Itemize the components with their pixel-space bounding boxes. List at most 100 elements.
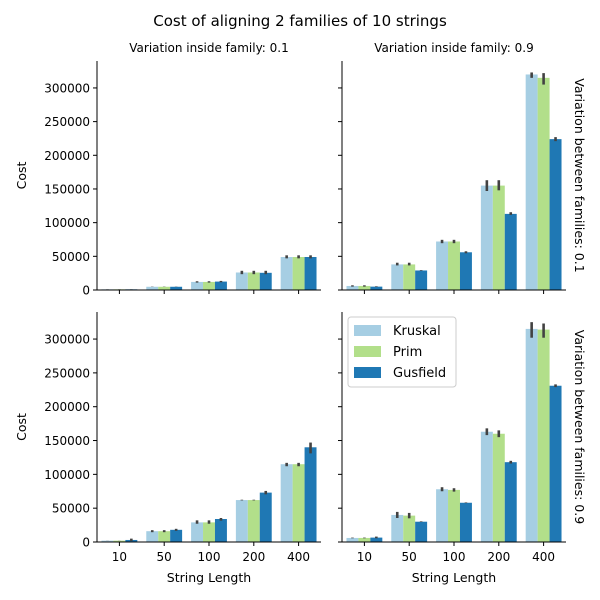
bar-kruskal-10 [346, 537, 359, 542]
y-tick-label: 0 [82, 284, 90, 298]
bar-gusfield-50 [170, 286, 183, 290]
bar-kruskal-100 [191, 522, 204, 542]
figure-title: Cost of aligning 2 families of 10 string… [153, 12, 447, 30]
bar-gusfield-10 [370, 286, 383, 290]
bar-prim-100 [448, 241, 460, 290]
bar-kruskal-200 [480, 185, 493, 290]
bar-kruskal-50 [391, 264, 404, 290]
bar-kruskal-50 [146, 286, 159, 290]
bar-gusfield-10 [370, 537, 383, 542]
legend-swatch-prim [354, 346, 381, 357]
y-axis-label: Cost [14, 162, 29, 190]
bar-prim-400 [537, 77, 550, 290]
y-tick-label: 200000 [44, 149, 90, 163]
bar-prim-400 [292, 464, 305, 542]
bar-prim-400 [537, 329, 550, 542]
legend-swatch-gusfield [354, 367, 381, 378]
bar-gusfield-200 [259, 492, 272, 542]
y-tick-label: 300000 [44, 81, 90, 95]
bar-kruskal-400 [525, 74, 538, 290]
x-tick-label: 200 [487, 550, 510, 564]
x-tick-label: 100 [198, 550, 221, 564]
bar-prim-50 [403, 264, 416, 290]
bar-gusfield-200 [504, 462, 517, 542]
y-tick-label: 100000 [44, 216, 90, 230]
x-tick-label: 100 [443, 550, 466, 564]
bar-gusfield-200 [504, 213, 517, 290]
bar-prim-400 [292, 257, 305, 290]
bar-kruskal-200 [480, 431, 493, 542]
bar-prim-200 [492, 433, 505, 542]
y-tick-label: 50000 [52, 502, 90, 516]
y-tick-label: 0 [82, 536, 90, 550]
y-axis-label: Cost [14, 413, 29, 441]
bar-gusfield-50 [170, 529, 183, 542]
bar-prim-100 [203, 281, 215, 290]
bar-prim-10 [358, 537, 371, 542]
y-tick-label: 200000 [44, 400, 90, 414]
bar-prim-50 [158, 531, 171, 542]
bar-prim-100 [448, 489, 460, 542]
bar-kruskal-100 [436, 489, 449, 542]
panel-2: Variation inside family: 0.9 Variation be… [338, 41, 587, 294]
bar-prim-200 [247, 500, 260, 542]
bar-gusfield-100 [214, 281, 227, 290]
bar-kruskal-50 [391, 514, 404, 542]
row-title: Variation between families: 0.1 [572, 78, 587, 272]
x-axis-label: String Length [412, 570, 496, 585]
bar-kruskal-400 [280, 464, 293, 542]
bar-prim-50 [403, 515, 416, 542]
x-tick-label: 50 [157, 550, 172, 564]
x-tick-label: 400 [287, 550, 310, 564]
bar-kruskal-200 [235, 500, 248, 542]
y-tick-label: 150000 [44, 434, 90, 448]
legend-label-prim: Prim [393, 345, 422, 360]
panels: 0 50000 100000 150000 200000 250000 300000 Vari… [14, 41, 587, 585]
panel-3: 0 50000 100000 150000 200000 250000 300000 10 50… [14, 312, 321, 585]
bar-gusfield-100 [459, 252, 472, 290]
panel-title: Variation inside family: 0.1 [129, 41, 289, 55]
x-tick-label: 10 [112, 550, 127, 564]
bar-prim-200 [492, 185, 505, 290]
x-tick-label: 10 [357, 550, 372, 564]
bar-gusfield-100 [459, 502, 472, 542]
panel-title: Variation inside family: 0.9 [374, 41, 534, 55]
panel-4: 10 50 100 200 400 Variation between families:… [338, 312, 587, 585]
legend-label-kruskal: Kruskal [393, 324, 441, 339]
y-tick-label: 100000 [44, 468, 90, 482]
bar-prim-100 [203, 522, 215, 542]
bar-kruskal-400 [525, 328, 538, 542]
x-tick-label: 200 [242, 550, 265, 564]
y-tick-label: 150000 [44, 182, 90, 196]
x-tick-label: 400 [532, 550, 555, 564]
legend-swatch-kruskal [354, 325, 381, 336]
bar-kruskal-200 [235, 272, 248, 290]
bar-gusfield-100 [214, 519, 227, 542]
bar-kruskal-100 [191, 281, 204, 290]
bar-gusfield-200 [259, 272, 272, 290]
bar-gusfield-400 [549, 385, 562, 542]
bar-prim-50 [158, 286, 171, 290]
x-axis-label: String Length [167, 570, 251, 585]
bar-prim-200 [247, 272, 260, 290]
row-title: Variation between families: 0.9 [572, 330, 587, 524]
x-tick-label: 50 [402, 550, 417, 564]
bar-gusfield-400 [304, 447, 317, 542]
bar-kruskal-10 [346, 285, 359, 290]
y-tick-label: 250000 [44, 366, 90, 380]
bar-gusfield-400 [549, 139, 562, 290]
bar-prim-10 [113, 540, 126, 542]
bar-kruskal-100 [436, 241, 449, 290]
panel-1: 0 50000 100000 150000 200000 250000 300000 Vari… [14, 41, 321, 298]
bar-kruskal-10 [101, 540, 114, 542]
y-tick-label: 300000 [44, 333, 90, 347]
legend: Kruskal Prim Gusfield [347, 316, 457, 388]
bar-kruskal-50 [146, 531, 159, 542]
bar-kruskal-400 [280, 257, 293, 290]
bar-gusfield-50 [415, 270, 428, 290]
legend-label-gusfield: Gusfield [393, 366, 446, 381]
y-tick-label: 250000 [44, 115, 90, 129]
bar-gusfield-50 [415, 521, 428, 542]
bar-prim-10 [358, 285, 371, 290]
